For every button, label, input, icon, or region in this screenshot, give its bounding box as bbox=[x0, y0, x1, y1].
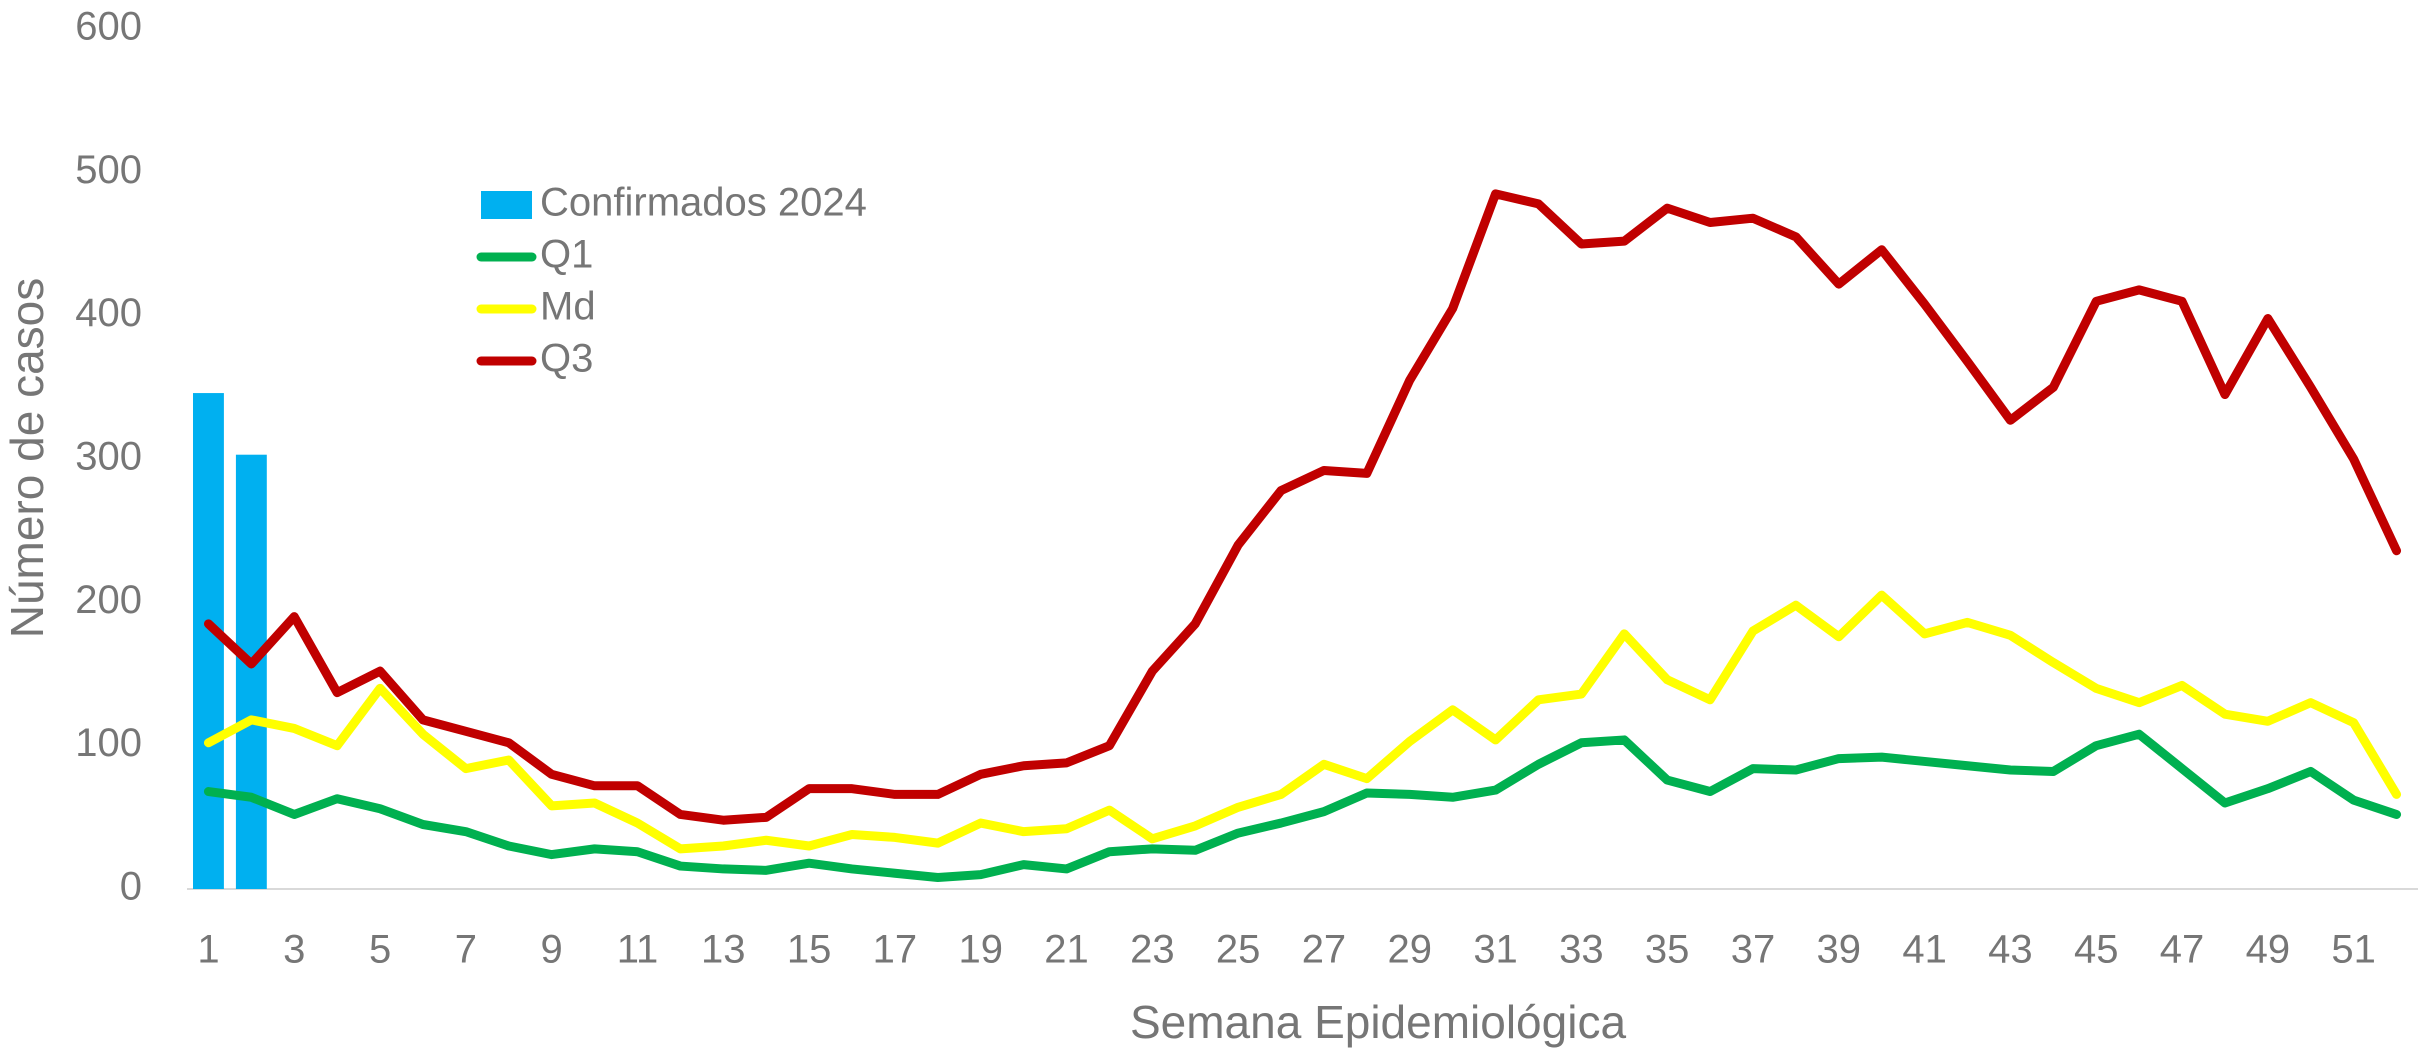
legend-label: Md bbox=[540, 285, 596, 329]
x-tick-label: 43 bbox=[1988, 928, 2033, 972]
y-tick-label: 400 bbox=[75, 291, 142, 335]
legend-swatch bbox=[481, 191, 532, 219]
x-tick-label: 13 bbox=[701, 928, 746, 972]
x-tick-label: 45 bbox=[2074, 928, 2119, 972]
x-tick-label: 47 bbox=[2160, 928, 2205, 972]
x-tick-label: 17 bbox=[873, 928, 918, 972]
x-tick-label: 25 bbox=[1216, 928, 1261, 972]
bar bbox=[235, 454, 267, 889]
x-axis-title: Semana Epidemiológica bbox=[1130, 996, 1626, 1048]
x-tick-label: 3 bbox=[283, 928, 305, 972]
x-tick-label: 51 bbox=[2331, 928, 2376, 972]
x-tick-label: 39 bbox=[1817, 928, 1862, 972]
x-tick-label: 35 bbox=[1645, 928, 1690, 972]
x-tick-label: 27 bbox=[1302, 928, 1347, 972]
x-tick-label: 41 bbox=[1902, 928, 1947, 972]
x-tick-label: 29 bbox=[1388, 928, 1433, 972]
x-tick-label: 49 bbox=[2246, 928, 2291, 972]
y-tick-label: 300 bbox=[75, 435, 142, 479]
legend-label: Q3 bbox=[540, 337, 593, 381]
x-tick-label: 31 bbox=[1473, 928, 1518, 972]
y-tick-label: 500 bbox=[75, 148, 142, 192]
x-tick-label: 37 bbox=[1731, 928, 1776, 972]
y-tick-label: 0 bbox=[120, 865, 142, 909]
x-tick-label: 5 bbox=[369, 928, 391, 972]
line-series bbox=[203, 189, 2402, 825]
x-tick-label: 15 bbox=[787, 928, 832, 972]
bar bbox=[193, 393, 224, 889]
x-tick-label: 21 bbox=[1044, 928, 1089, 972]
line-series bbox=[203, 590, 2402, 854]
legend-label: Confirmados 2024 bbox=[540, 181, 867, 225]
x-tick-label: 9 bbox=[541, 928, 563, 972]
line-series bbox=[203, 729, 2402, 883]
x-tick-label: 11 bbox=[617, 928, 659, 972]
x-tick-label: 1 bbox=[197, 928, 219, 972]
x-tick-label: 7 bbox=[455, 928, 477, 972]
x-tick-label: 19 bbox=[958, 928, 1003, 972]
y-axis-title: Número de casos bbox=[1, 278, 53, 639]
y-tick-label: 200 bbox=[75, 578, 142, 622]
y-tick-label: 100 bbox=[75, 721, 142, 765]
x-tick-label: 23 bbox=[1130, 928, 1175, 972]
x-tick-label: 33 bbox=[1559, 928, 1604, 972]
y-tick-label: 600 bbox=[75, 5, 142, 49]
legend-label: Q1 bbox=[540, 233, 593, 277]
